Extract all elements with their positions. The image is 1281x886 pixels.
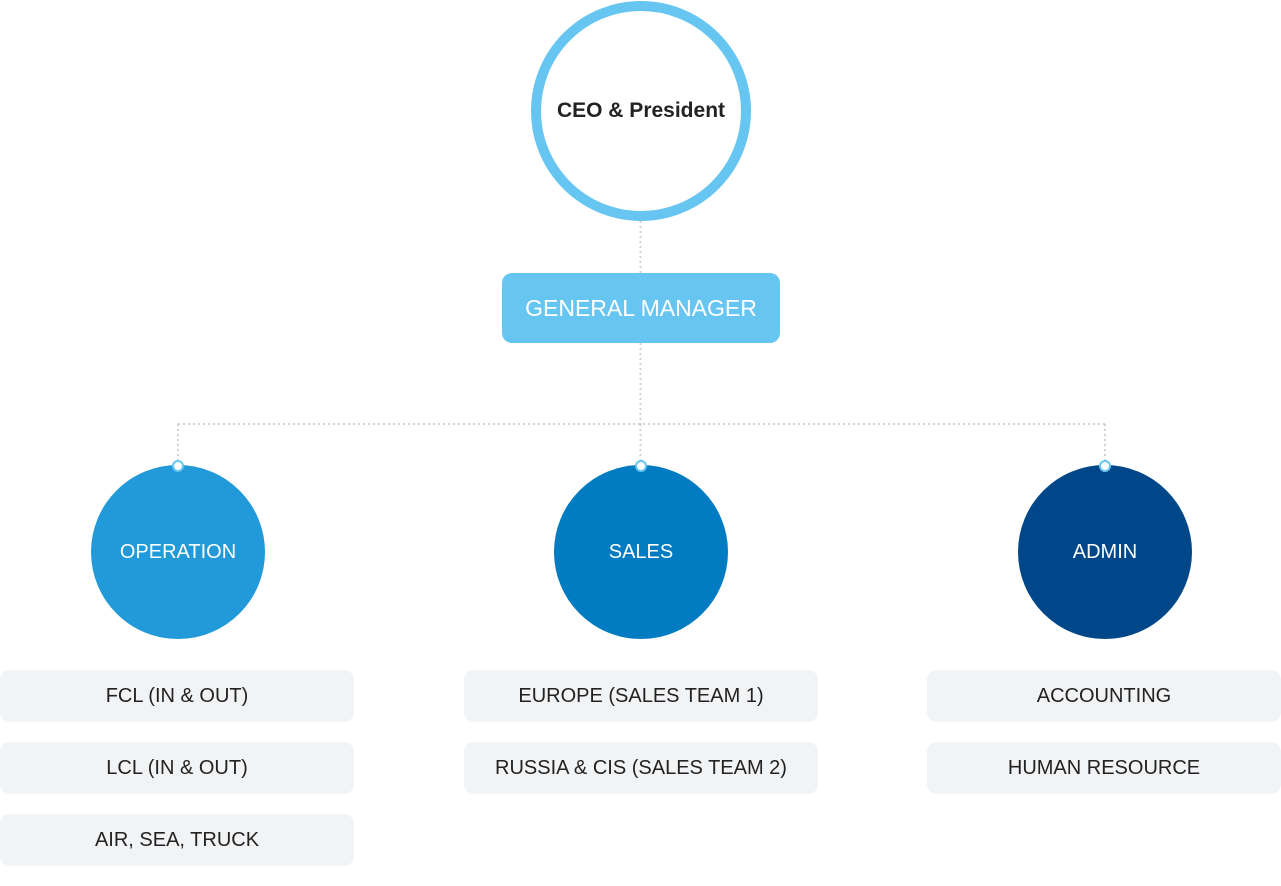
sales-items: EUROPE (SALES TEAM 1) RUSSIA & CIS (SALE… <box>464 670 818 814</box>
sales-connector-dot <box>635 460 647 472</box>
ceo-label: CEO & President <box>556 99 726 122</box>
sales-item-europe: EUROPE (SALES TEAM 1) <box>464 670 818 722</box>
sales-item-russia-cis: RUSSIA & CIS (SALES TEAM 2) <box>464 742 818 794</box>
department-admin-label: ADMIN <box>1072 540 1138 563</box>
operation-items: FCL (IN & OUT) LCL (IN & OUT) AIR, SEA, … <box>0 670 354 886</box>
department-sales-label: SALES <box>608 540 674 563</box>
general-manager-label: GENERAL MANAGER <box>525 294 757 321</box>
department-admin: ADMIN <box>1018 465 1192 639</box>
operation-item-air-sea-truck: AIR, SEA, TRUCK <box>0 814 354 866</box>
admin-connector-dot <box>1099 460 1111 472</box>
department-operation: OPERATION <box>91 465 265 639</box>
admin-items: ACCOUNTING HUMAN RESOURCE <box>927 670 1281 814</box>
admin-item-human-resource: HUMAN RESOURCE <box>927 742 1281 794</box>
operation-item-lcl: LCL (IN & OUT) <box>0 742 354 794</box>
general-manager-node: GENERAL MANAGER <box>502 273 780 343</box>
admin-item-accounting: ACCOUNTING <box>927 670 1281 722</box>
department-operation-label: OPERATION <box>119 540 237 563</box>
operation-connector-dot <box>172 460 184 472</box>
connector-lines <box>177 221 1106 460</box>
department-sales: SALES <box>554 465 728 639</box>
operation-item-fcl: FCL (IN & OUT) <box>0 670 354 722</box>
ceo-node: CEO & President <box>531 1 751 221</box>
